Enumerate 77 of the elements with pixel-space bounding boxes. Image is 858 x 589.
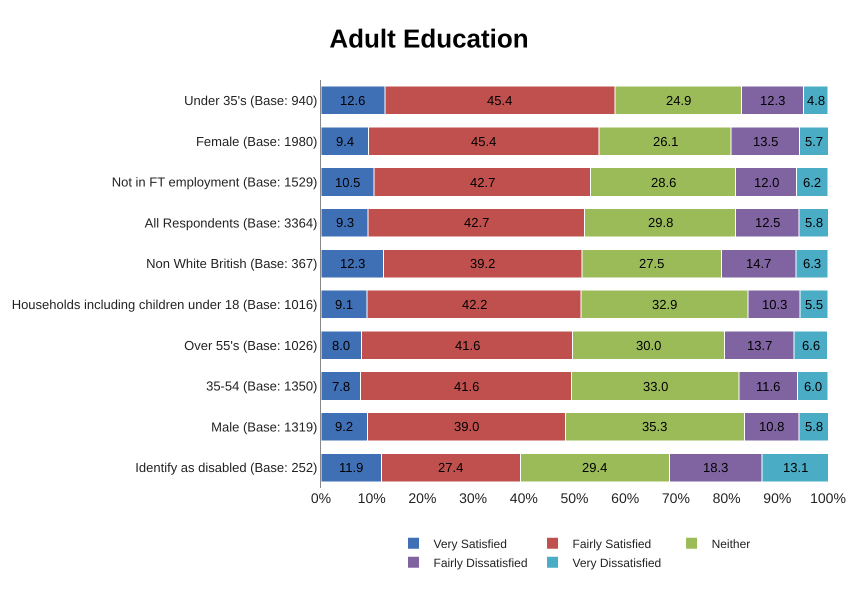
data-label: 45.4 xyxy=(471,134,496,149)
data-label: 11.6 xyxy=(756,379,780,394)
x-tick-label: 80% xyxy=(712,490,741,506)
data-label: 14.7 xyxy=(746,256,772,271)
data-label: 13.7 xyxy=(747,338,772,353)
y-tick-label: Male (Base: 1319) xyxy=(211,419,318,434)
data-label: 27.4 xyxy=(438,460,464,475)
x-tick-label: 0% xyxy=(310,490,332,506)
data-label: 12.3 xyxy=(760,93,786,108)
data-label: 13.1 xyxy=(783,460,808,475)
data-label: 18.3 xyxy=(703,460,728,475)
data-label: 5.5 xyxy=(805,297,824,312)
data-label: 7.8 xyxy=(332,379,350,394)
data-label: 12.6 xyxy=(340,93,366,108)
data-label: 5.7 xyxy=(805,134,824,149)
data-label: 12.5 xyxy=(755,215,780,230)
data-label: 12.0 xyxy=(754,175,780,190)
data-label: 8.0 xyxy=(332,338,350,353)
y-tick-label: Over 55's (Base: 1026) xyxy=(184,338,318,353)
data-label: 33.0 xyxy=(643,379,668,394)
data-label: 42.7 xyxy=(464,215,490,230)
data-label: 10.8 xyxy=(759,419,784,434)
x-tick-label: 60% xyxy=(611,490,640,506)
y-tick-label: All Respondents (Base: 3364) xyxy=(144,215,318,230)
data-label: 4.8 xyxy=(807,93,826,108)
x-tick-label: 20% xyxy=(408,490,436,506)
x-tick-label: 90% xyxy=(763,490,792,506)
y-tick-label: Female (Base: 1980) xyxy=(196,134,318,149)
y-tick-label: Identify as disabled (Base: 252) xyxy=(135,460,318,476)
data-label: 26.1 xyxy=(653,134,678,149)
data-label: 6.6 xyxy=(802,338,820,353)
y-tick-label: Under 35's (Base: 940) xyxy=(184,92,318,108)
legend-label: Very Satisfied xyxy=(434,536,507,551)
y-tick-label: Non White British (Base: 367) xyxy=(146,256,318,272)
data-label: 5.8 xyxy=(805,215,824,230)
y-tick-label: Not in FT employment (Base: 1529) xyxy=(112,174,318,190)
data-label: 9.2 xyxy=(335,419,354,434)
data-label: 39.2 xyxy=(470,256,496,271)
data-label: 30.0 xyxy=(636,338,662,353)
data-label: 5.8 xyxy=(805,419,824,434)
data-label: 9.3 xyxy=(336,215,354,230)
data-label: 12.3 xyxy=(340,256,366,271)
legend-label: Neither xyxy=(712,536,750,551)
x-tick-label: 10% xyxy=(358,490,386,506)
data-label: 10.5 xyxy=(335,175,360,190)
data-label: 29.4 xyxy=(582,460,608,475)
data-label: 13.5 xyxy=(753,134,778,149)
y-tick-label: 35-54 (Base: 1350) xyxy=(206,378,318,394)
x-tick-label: 30% xyxy=(459,490,488,506)
data-label: 9.1 xyxy=(335,297,354,312)
legend-label: Fairly Satisfied xyxy=(572,536,652,551)
data-label: 24.9 xyxy=(666,93,692,108)
data-label: 41.6 xyxy=(454,379,480,394)
data-label: 27.5 xyxy=(639,256,664,271)
data-label: 6.2 xyxy=(803,175,822,190)
data-label: 10.3 xyxy=(762,297,788,312)
data-label: 42.7 xyxy=(470,175,496,190)
x-tick-label: 40% xyxy=(510,490,538,506)
data-label: 45.4 xyxy=(487,93,512,108)
data-label: 42.2 xyxy=(462,297,488,312)
data-label: 6.0 xyxy=(804,379,822,394)
x-tick-label: 100% xyxy=(810,490,846,506)
y-tick-label: Households including children under 18 (Base: 1016) xyxy=(12,296,318,312)
data-label: 6.3 xyxy=(803,256,822,271)
data-label: 32.9 xyxy=(652,297,678,312)
data-label: 41.6 xyxy=(455,338,480,353)
data-label: 29.8 xyxy=(648,215,674,230)
data-label: 28.6 xyxy=(651,175,676,190)
chart-title: Adult Education xyxy=(329,24,529,54)
x-tick-label: 70% xyxy=(662,490,690,506)
legend-label: Fairly Dissatisfied xyxy=(434,556,528,570)
data-label: 39.0 xyxy=(454,419,480,434)
data-label: 11.9 xyxy=(339,460,364,475)
x-tick-label: 50% xyxy=(560,490,589,506)
legend-label: Very Dissatisfied xyxy=(572,556,662,570)
data-label: 9.4 xyxy=(336,134,354,149)
data-label: 35.3 xyxy=(642,419,668,434)
